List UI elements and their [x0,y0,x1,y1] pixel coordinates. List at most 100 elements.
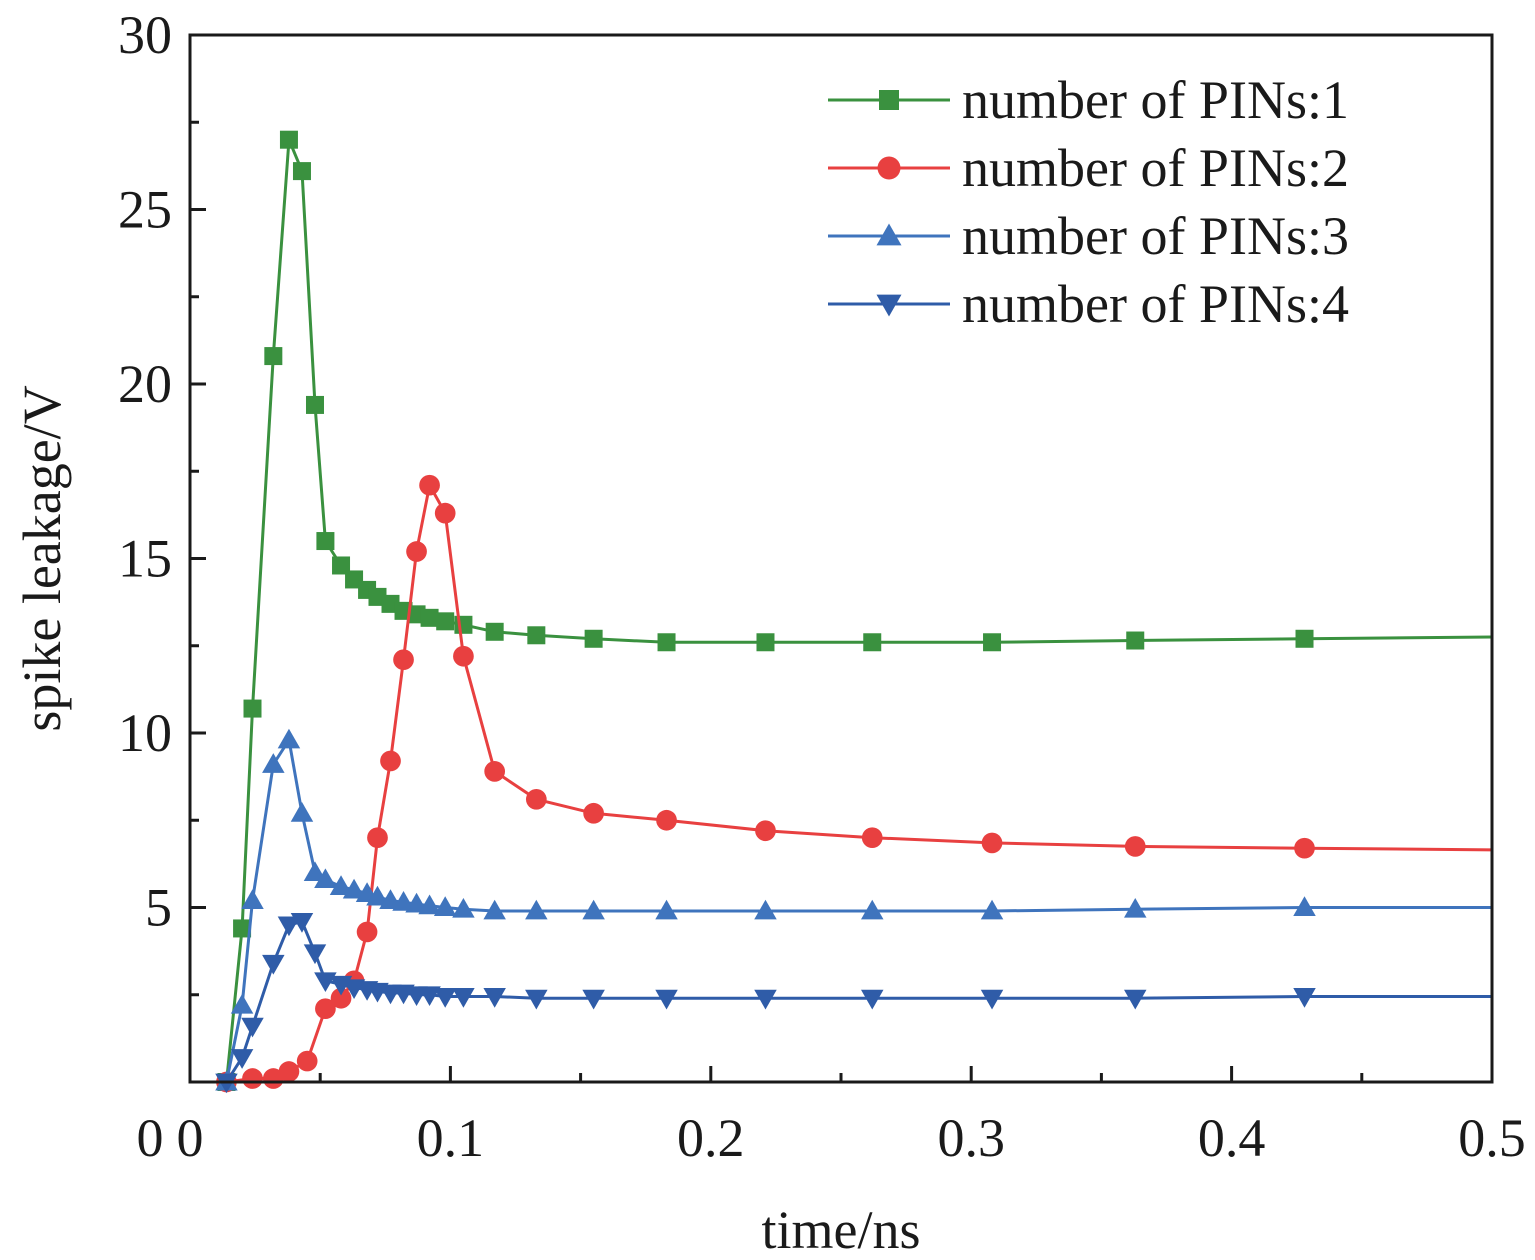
data-point [583,802,604,824]
data-point [1295,629,1314,648]
x-tick-label: 0.5 [1458,1108,1526,1168]
y-tick-label: 10 [118,703,172,763]
legend: number of PINs:1 number of PINs:2 number o… [828,70,1349,334]
data-point [296,1050,318,1072]
data-point [582,899,605,920]
data-point [655,899,678,920]
legend-label: number of PINs:3 [962,206,1349,266]
data-point [484,761,506,782]
data-point [1294,837,1315,859]
data-point [983,633,1002,652]
data-point [755,820,776,842]
data-point [483,899,506,920]
data-point [436,612,455,631]
origin-label: 0 [137,1108,164,1168]
data-point [485,622,504,641]
data-point [305,395,324,414]
data-point [483,988,506,1008]
data-point [453,645,474,667]
data-point [406,541,427,562]
y-axis-label: spike leakage/V [12,385,72,731]
x-tick-label: 0 [177,1108,204,1168]
legend-marker [877,156,901,180]
data-point [290,802,314,822]
data-point [756,633,775,652]
data-point [527,626,546,645]
data-point [418,894,441,915]
data-point [860,989,884,1010]
data-point [367,827,388,849]
data-point [262,954,285,975]
data-point [656,809,677,831]
data-point [860,899,884,920]
data-point [1124,897,1147,918]
data-point [1126,631,1145,650]
data-point [418,986,441,1006]
data-point [356,921,378,943]
data-point [380,750,401,772]
data-point [525,989,548,1010]
data-point [1293,896,1316,916]
data-point [863,633,882,652]
data-point [981,832,1003,854]
legend-marker [879,90,899,110]
legend-item: number of PINs:4 [828,274,1349,334]
legend-label: number of PINs:4 [962,274,1349,334]
y-tick-label: 5 [145,878,172,938]
y-tick-label: 30 [118,5,172,65]
data-point [230,1049,254,1069]
legend-label: number of PINs:1 [962,70,1349,130]
data-point [243,699,262,718]
data-point [290,913,314,933]
data-point [525,788,547,810]
data-point [433,896,457,916]
data-point [315,998,336,1020]
data-point [277,728,301,749]
data-point [303,944,327,965]
data-point [330,987,352,1009]
data-point [452,988,475,1008]
data-point [264,347,283,366]
plot-area [215,130,1493,1094]
y-tick-label: 20 [118,354,172,414]
x-axis-label: time/ns [762,1200,921,1260]
data-point [262,753,285,773]
legend-item: number of PINs:1 [828,70,1349,130]
legend-item: number of PINs:3 [828,206,1349,266]
data-point [655,989,678,1010]
legend-marker [876,294,902,317]
data-point [342,878,366,899]
data-point [420,608,439,627]
x-tick-label: 0.4 [1198,1108,1266,1168]
data-point [241,889,264,909]
data-point [584,629,603,648]
data-point [525,899,548,920]
data-point [582,989,605,1010]
x-tick-label: 0.3 [937,1108,1005,1168]
series-4 [215,913,1492,1094]
x-tick-label: 0.1 [417,1108,485,1168]
data-point [316,532,335,551]
data-point [861,827,883,849]
data-point [980,899,1004,920]
data-point [279,130,298,149]
data-point [241,1017,264,1038]
data-point [303,861,327,882]
data-point [262,1068,284,1089]
data-point [754,899,777,920]
data-point [233,919,252,938]
data-point [393,649,414,671]
data-point [754,989,777,1010]
y-tick-label: 15 [118,529,172,589]
data-point [329,875,353,895]
data-point [314,868,337,889]
data-point [366,885,389,906]
series-3 [215,728,1492,1091]
data-point [452,897,475,918]
data-point [1124,836,1146,857]
axes: 0 0.1 0.2 0.3 0.4 0.5 5 10 15 20 25 30 0 [118,5,1526,1168]
data-point [292,162,311,181]
data-point [433,988,457,1008]
data-point [242,1068,263,1089]
